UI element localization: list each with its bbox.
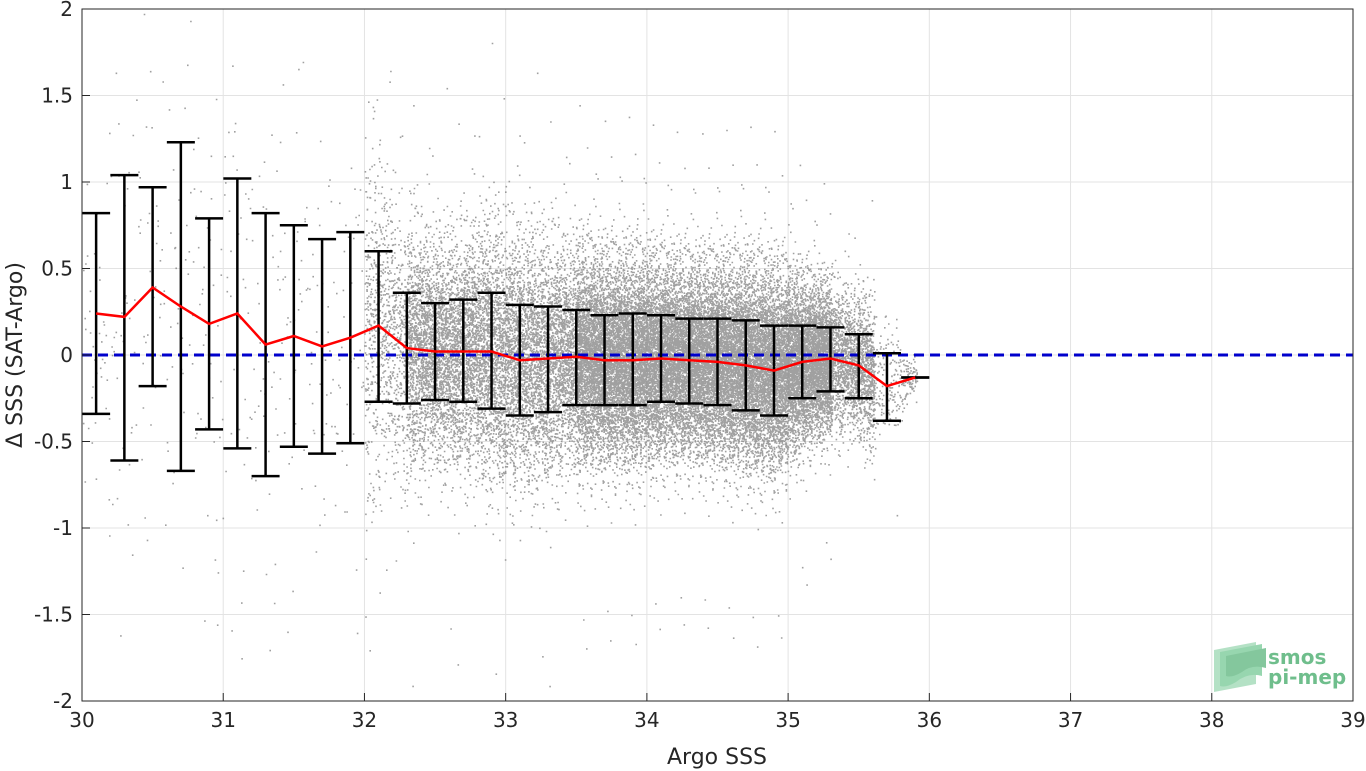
x-axis-label: Argo SSS [667,745,767,770]
x-tick-label: 35 [775,708,800,732]
y-tick-label: 0 [60,343,73,367]
y-tick-label: -2 [53,689,73,713]
y-tick-label: 1.5 [41,84,73,108]
logo-waves-icon [1214,642,1266,692]
y-tick-label: 2 [60,0,73,21]
smos-pimep-logo: smos pi-mep [1214,642,1346,692]
y-tick-label: -1.5 [34,603,73,627]
scatter-points [82,13,919,688]
x-tick-label: 38 [1199,708,1224,732]
y-tick-label: -1 [53,516,73,540]
x-tick-label: 30 [69,708,94,732]
x-tick-label: 31 [210,708,235,732]
y-tick-label: 0.5 [41,257,73,281]
y-tick-label: -0.5 [34,430,73,454]
x-axis-ticks: 30 31 32 33 34 35 36 37 38 39 [69,693,1366,732]
x-tick-label: 36 [917,708,942,732]
x-tick-label: 37 [1058,708,1083,732]
x-tick-label: 34 [634,708,659,732]
logo-line1: smos [1268,645,1326,669]
y-axis-ticks: -2 -1.5 -1 -0.5 0 0.5 1 1.5 2 [34,0,90,713]
mean-bias-line [95,285,916,388]
x-tick-label: 39 [1340,708,1365,732]
x-tick-label: 32 [352,708,377,732]
y-tick-label: 1 [60,170,73,194]
mean-line [95,285,916,388]
x-tick-label: 33 [493,708,518,732]
scatter-cloud [82,13,919,688]
y-axis-label: Δ SSS (SAT-Argo) [3,262,28,448]
logo-line2: pi-mep [1268,665,1346,689]
